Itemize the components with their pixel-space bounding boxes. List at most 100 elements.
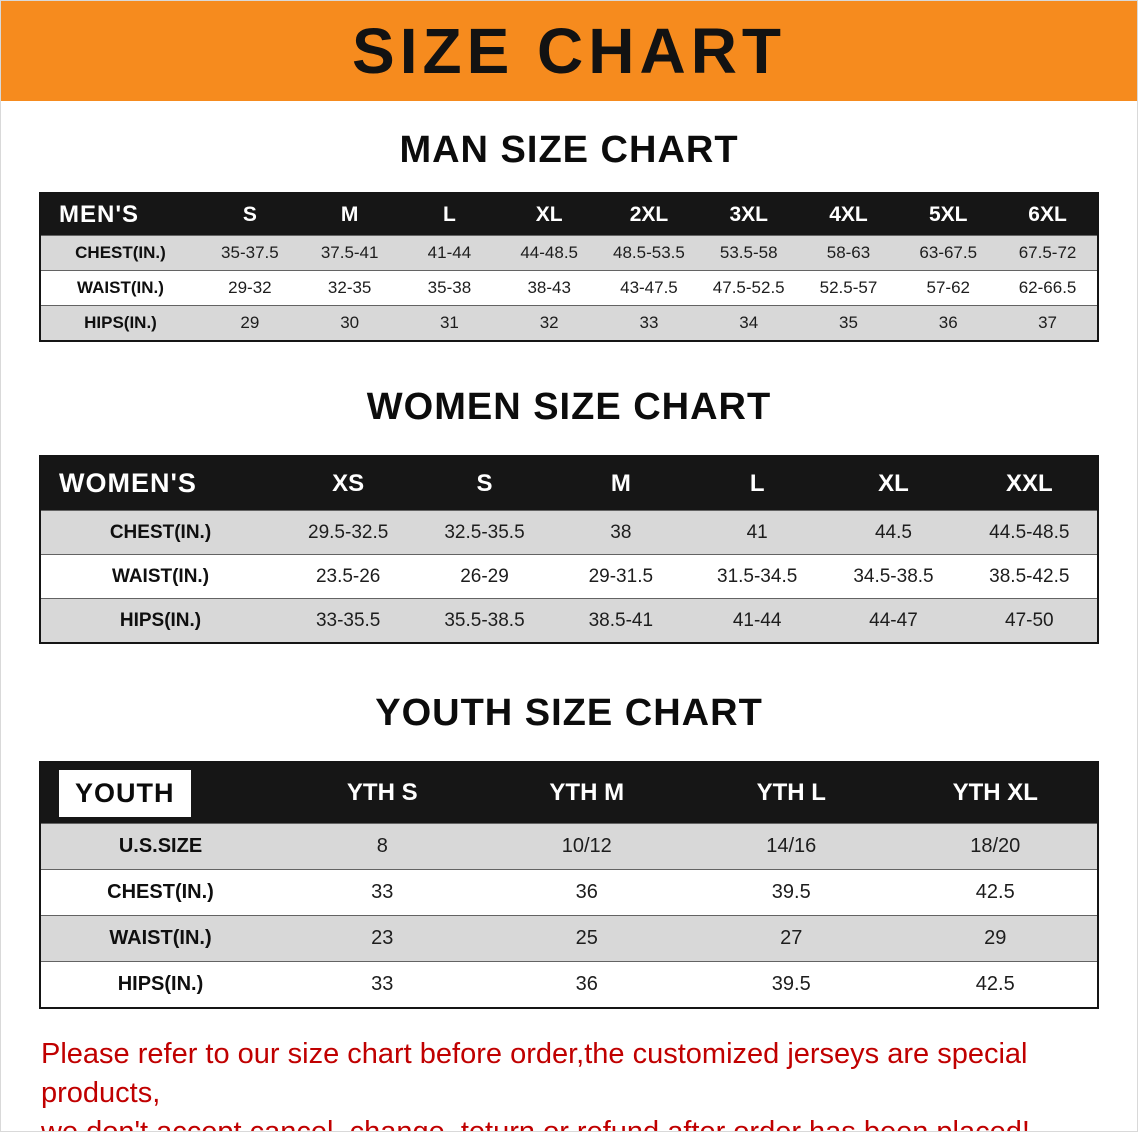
size-cell: 35.5-38.5 [444,609,525,631]
size-cell: 41-44 [732,609,782,631]
youth-section: YOUTH SIZE CHART YOUTH YTH S YTH M YTH L… [1,644,1137,1009]
row-label: WAIST(IN.) [111,565,210,587]
column-header: XS [280,456,417,511]
size-cell: 34.5-38.5 [853,565,934,587]
size-cell: 38.5-41 [588,609,654,631]
size-cell: 47-50 [1005,609,1054,631]
size-cell: 38.5-42.5 [989,565,1070,587]
size-cell: 38-43 [527,278,571,297]
size-cell: 29.5-32.5 [308,521,389,543]
row-label: U.S.SIZE [118,835,203,857]
size-cell: 44-48.5 [520,243,579,262]
column-header: YTH S [280,762,485,824]
size-cell: 18/20 [970,835,1021,857]
row-label: CHEST(IN.) [109,521,212,543]
size-cell: 37 [1038,313,1058,332]
men-section: MAN SIZE CHART MEN'S S M L XL 2XL 3XL 4X… [1,101,1137,342]
column-header: YTH M [484,762,689,824]
size-cell: 36 [575,973,598,995]
size-cell: 52.5-57 [819,278,878,297]
size-cell: 33-35.5 [315,609,381,631]
size-cell: 35-38 [427,278,472,297]
size-cell: 42.5 [975,881,1015,903]
men-corner-label: MEN'S [40,193,200,236]
size-cell: 36 [938,313,958,332]
column-header: S [416,456,553,511]
size-cell: 39.5 [771,881,811,903]
column-header: 5XL [898,193,999,236]
size-cell: 41-44 [427,243,472,262]
column-header: L [688,456,826,511]
size-cell: 39.5 [771,973,811,995]
youth-section-title: YOUTH SIZE CHART [375,692,763,734]
row-label: CHEST(IN.) [75,243,166,262]
size-cell: 35-37.5 [221,243,279,262]
youth-chest-row: CHEST(IN.) 33 36 39.5 42.5 [40,869,1098,916]
size-cell: 44.5 [874,521,912,543]
size-cell: 35 [839,313,858,332]
men-waist-row: WAIST(IN.) 29-32 32-35 35-38 38-43 43-47… [40,270,1098,306]
size-cell: 38 [610,521,632,543]
size-cell: 29 [240,313,260,332]
size-cell: 33 [371,973,394,995]
size-cell: 31.5-34.5 [717,565,798,587]
row-label: WAIST(IN.) [109,927,212,949]
men-chest-row: CHEST(IN.) 35-37.5 37.5-41 41-44 44-48.5… [40,235,1098,271]
women-size-table: WOMEN'S XS S M L XL XXL CHEST(IN.) 29.5-… [39,455,1099,644]
size-cell: 26-29 [460,565,509,587]
column-header: YTH L [689,762,894,824]
men-hips-row: HIPS(IN.) 29 30 31 32 33 34 35 36 37 [40,305,1098,341]
size-cell: 36 [575,881,598,903]
size-cell: 44-47 [869,609,918,631]
size-cell: 37.5-41 [320,243,379,262]
youth-ussize-row: U.S.SIZE 8 10/12 14/16 18/20 [40,823,1098,870]
size-cell: 32.5-35.5 [444,521,525,543]
column-header: 3XL [698,193,799,236]
size-cell: 47.5-52.5 [712,278,785,297]
disclaimer-line-2: we don't accept cancel, change, teturn o… [41,1116,1030,1132]
women-section-title: WOMEN SIZE CHART [366,386,772,428]
size-cell: 23.5-26 [315,565,381,587]
women-corner-label: WOMEN'S [40,456,280,511]
row-label: HIPS(IN.) [117,973,204,995]
men-section-title: MAN SIZE CHART [399,129,739,171]
women-chest-row: CHEST(IN.) 29.5-32.5 32.5-35.5 38 41 44.… [40,510,1098,555]
size-cell: 23 [371,927,394,949]
size-cell: 14/16 [766,835,817,857]
size-cell: 32-35 [327,278,372,297]
column-header: 4XL [798,193,899,236]
youth-waist-row: WAIST(IN.) 23 25 27 29 [40,915,1098,962]
size-cell: 29-31.5 [588,565,654,587]
column-header: YTH XL [893,762,1098,824]
size-cell: 42.5 [975,973,1015,995]
youth-hips-row: HIPS(IN.) 33 36 39.5 42.5 [40,961,1098,1008]
column-header: 6XL [998,193,1098,236]
banner: SIZE CHART [1,1,1137,101]
size-cell: 25 [575,927,598,949]
disclaimer-line-1: Please refer to our size chart before or… [41,1038,1028,1109]
size-cell: 29-32 [228,278,272,297]
size-cell: 57-62 [926,278,970,297]
column-header: S [200,193,300,236]
women-waist-row: WAIST(IN.) 23.5-26 26-29 29-31.5 31.5-34… [40,554,1098,599]
disclaimer: Please refer to our size chart before or… [1,1009,1137,1132]
size-cell: 31 [439,313,459,332]
size-cell: 62-66.5 [1018,278,1077,297]
column-header: M [552,456,689,511]
size-cell: 48.5-53.5 [613,243,685,262]
youth-corner-label: YOUTH [40,762,280,824]
size-cell: 10/12 [561,835,612,857]
column-header: M [299,193,400,236]
size-cell: 41 [746,521,768,543]
size-cell: 27 [780,927,803,949]
row-label: HIPS(IN.) [84,313,157,332]
youth-corner-chip: YOUTH [59,769,191,817]
row-label: WAIST(IN.) [77,278,164,297]
row-label: CHEST(IN.) [107,881,214,903]
column-header: 2XL [599,193,699,236]
column-header: XL [825,456,962,511]
size-cell: 53.5-58 [719,243,778,262]
size-cell: 44.5-48.5 [989,521,1070,543]
women-section: WOMEN SIZE CHART WOMEN'S XS S M L XL XXL… [1,342,1137,644]
